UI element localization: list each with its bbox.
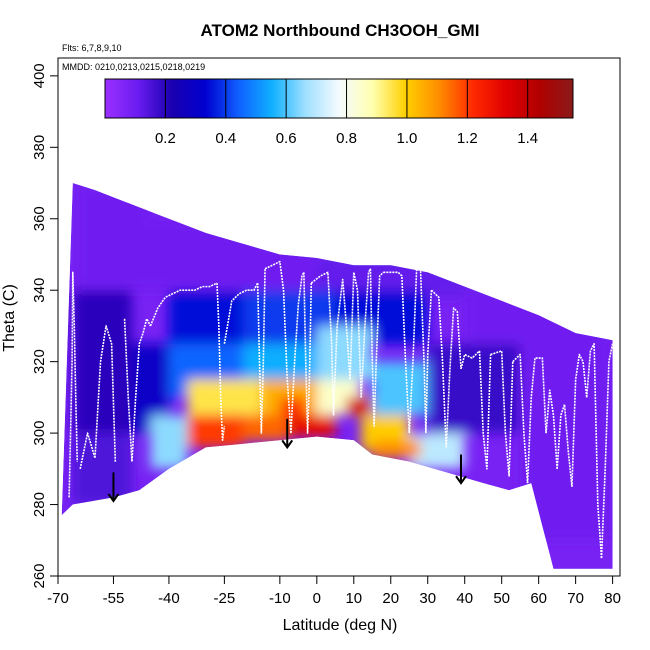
heat-cell <box>287 415 336 437</box>
flights-note: Flts: 6,7,8,9,10 <box>62 43 122 53</box>
heat-cell <box>72 433 132 505</box>
heat-cell <box>187 415 243 448</box>
flight-track <box>332 278 351 416</box>
x-tick-label: 70 <box>567 590 584 607</box>
envelope-group <box>61 183 613 569</box>
heat-cells <box>72 183 613 541</box>
colorbar-tick-label: 0.4 <box>215 130 236 147</box>
flight-track <box>512 353 529 484</box>
colorbar-tick-label: 1.2 <box>457 130 478 147</box>
x-tick-label: -55 <box>103 590 125 607</box>
x-tick-label: 50 <box>493 590 510 607</box>
x-tick-label: 20 <box>382 590 399 607</box>
colorbar-tick-label: 0.8 <box>336 130 357 147</box>
x-tick-label: 40 <box>456 590 473 607</box>
x-tick-label: -25 <box>214 590 236 607</box>
heat-cell <box>316 325 373 380</box>
heat-cell <box>150 218 317 291</box>
flight-track <box>68 271 79 498</box>
flight-track <box>430 289 448 448</box>
y-tick-label: 320 <box>31 349 48 374</box>
x-tick-label: 0 <box>313 590 321 607</box>
heat-cell <box>464 283 613 344</box>
flight-track <box>478 350 492 470</box>
y-tick-label: 400 <box>31 63 48 88</box>
flight-track <box>264 260 292 434</box>
heat-cell <box>76 183 151 291</box>
flight-track <box>123 317 152 463</box>
x-tick-label: 30 <box>419 590 436 607</box>
x-axis: -70 -55 -40 -25 -10 0 10 20 30 40 50 60 70 80 <box>47 576 621 607</box>
heat-cell <box>168 290 243 344</box>
flight-track <box>526 357 547 484</box>
plot-frame <box>57 57 621 577</box>
flight-track <box>256 268 266 434</box>
heat-cell <box>187 379 262 416</box>
flight-track <box>223 282 259 344</box>
heat-cell <box>279 397 306 416</box>
flight-track <box>216 283 226 442</box>
dates-note: MMDD: 0210,0213,0215,0218,0219 <box>62 62 205 72</box>
colorbar-ticks: 0.2 0.4 0.6 0.8 1.0 1.2 1.4 <box>155 79 538 147</box>
flight-track <box>303 272 313 434</box>
x-tick-label: -40 <box>158 590 180 607</box>
arrow-layer <box>107 418 467 503</box>
colorbar-tick-label: 0.2 <box>155 130 176 147</box>
y-tick-label: 260 <box>31 563 48 588</box>
x-tick-label: 60 <box>530 590 547 607</box>
x-tick-label: -70 <box>47 590 69 607</box>
y-tick-label: 360 <box>31 206 48 231</box>
flight-track <box>149 282 218 327</box>
y-tick-label: 380 <box>31 135 48 160</box>
colorbar-bar <box>104 78 574 119</box>
flight-track <box>408 264 421 434</box>
flight-track <box>79 325 117 469</box>
colorbar-tick-label: 0.6 <box>276 130 297 147</box>
flight-track <box>360 268 372 398</box>
flight-track <box>445 307 462 448</box>
heat-cell <box>372 440 421 459</box>
y-axis-label: Theta (C) <box>1 284 18 352</box>
colorbar: 0.2 0.4 0.6 0.8 1.0 1.2 1.4 <box>104 78 574 147</box>
heat-cell <box>346 397 373 416</box>
chart-title: ATOM2 Northbound CH3OOH_GMI <box>201 21 480 40</box>
x-tick-label: -10 <box>269 590 291 607</box>
x-tick-label: 10 <box>345 590 362 607</box>
flight-track <box>460 350 481 370</box>
flight-track <box>419 265 433 434</box>
colorbar-tick-label: 1.0 <box>397 130 418 147</box>
flight-track <box>571 353 588 487</box>
heat-cell <box>150 415 188 469</box>
y-tick-label: 300 <box>31 421 48 446</box>
arrow-head <box>455 475 467 485</box>
heat-cell <box>72 290 132 434</box>
y-tick-label: 280 <box>31 492 48 517</box>
flight-track-layer <box>68 260 614 559</box>
arrow-head <box>281 439 294 450</box>
heat-cell <box>242 415 288 441</box>
y-tick-label: 340 <box>31 278 48 303</box>
x-axis-label: Latitude (deg N) <box>283 617 398 634</box>
flight-track <box>310 271 335 416</box>
flight-track <box>556 403 573 487</box>
x-tick-label: 80 <box>604 590 621 607</box>
heatmap-layer <box>61 183 613 569</box>
flight-track <box>600 343 614 559</box>
flight-track <box>383 271 411 434</box>
y-axis: 260 280 300 320 340 360 380 400 <box>31 63 58 589</box>
heat-cell <box>372 361 428 416</box>
flight-track <box>490 350 514 477</box>
colorbar-tick-label: 1.4 <box>517 130 538 147</box>
arrow-head <box>107 493 120 503</box>
heat-cell <box>520 343 613 541</box>
flight-track <box>585 342 603 559</box>
flight-track <box>545 389 558 469</box>
